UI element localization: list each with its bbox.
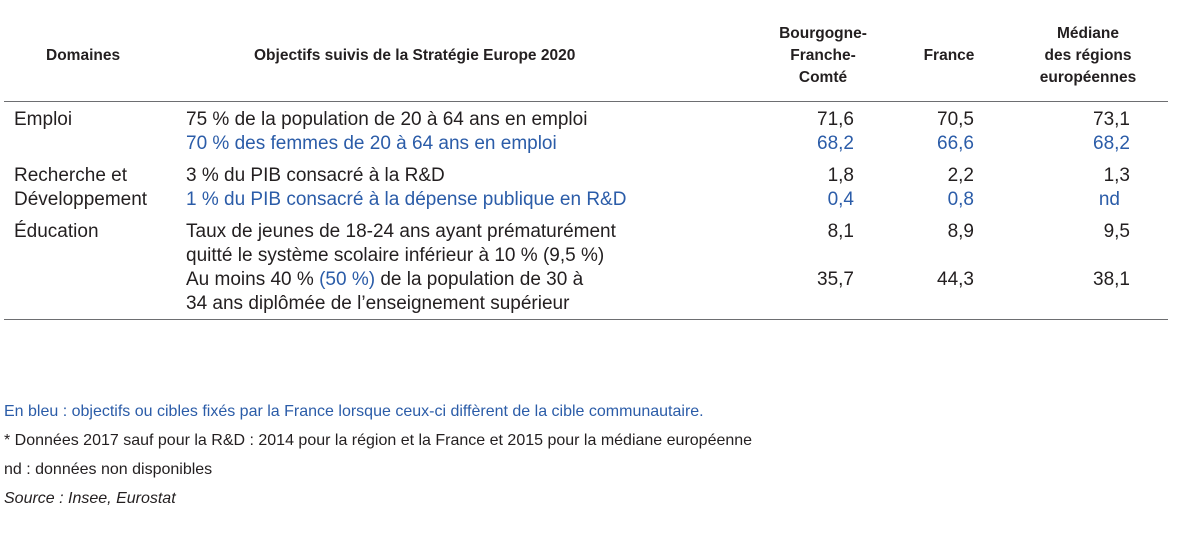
value-education-2-bfc: 35,7 <box>756 268 890 320</box>
objective-emploi-1: 75 % de la population de 20 à 64 ans en … <box>186 109 588 130</box>
table-row-recherche-1: Recherche et 3 % du PIB consacré à la R&… <box>4 156 1168 188</box>
objective-education-2-part-c: de la population de 30 à <box>375 269 584 290</box>
note-source: Source : Insee, Eurostat <box>4 490 176 507</box>
header-mediane-line-3: européennes <box>1039 68 1137 86</box>
value-emploi-1-france: 70,5 <box>937 109 974 130</box>
value-emploi-1-median: 73,1 <box>1093 109 1130 130</box>
value-recherche-2-median: nd <box>1098 189 1120 210</box>
header-france: France <box>890 10 1008 102</box>
table-header-row: Domaines Objectifs suivis de la Stratégi… <box>4 10 1168 102</box>
objective-education-2-french-target: (50 %) <box>319 269 376 290</box>
header-bfc-line-1: Bourgogne- <box>779 24 867 42</box>
value-emploi-1-bfc: 71,6 <box>817 109 854 130</box>
domain-emploi: Emploi <box>14 109 73 130</box>
table-row-emploi-2: 70 % des femmes de 20 à 64 ans en emploi… <box>4 132 1168 156</box>
value-recherche-2-bfc: 0,4 <box>827 189 854 210</box>
table-row-emploi-1: Emploi 75 % de la population de 20 à 64 … <box>4 102 1168 133</box>
header-mediane-line-1: Médiane <box>1056 24 1119 42</box>
value-education-2-france: 44,3 <box>890 268 1008 320</box>
table-row-recherche-2: Développement 1 % du PIB consacré à la d… <box>4 188 1168 212</box>
note-nd: nd : données non disponibles <box>4 461 213 478</box>
table-row-education-2: Au moins 40 % (50 %) de la population de… <box>4 268 1168 320</box>
objective-recherche-2: 1 % du PIB consacré à la dépense publiqu… <box>186 189 627 210</box>
value-education-1-median: 9,5 <box>1103 221 1130 242</box>
header-bfc-line-3: Comté <box>798 68 848 86</box>
value-recherche-1-bfc: 1,8 <box>827 165 854 186</box>
header-bourgogne-franche-comte: Bourgogne- Franche- Comté <box>756 10 890 102</box>
header-mediane-line-2: des régions <box>1044 46 1132 64</box>
domain-recherche-line-1: Recherche et <box>14 165 128 186</box>
objective-education-2: Au moins 40 % (50 %) de la population de… <box>186 268 756 320</box>
value-education-2-median: 38,1 <box>1008 268 1168 320</box>
header-objectifs: Objectifs suivis de la Stratégie Europe … <box>186 10 756 102</box>
header-bfc-line-2: Franche- <box>790 46 856 64</box>
header-mediane: Médiane des régions européennes <box>1008 10 1168 102</box>
domain-recherche-line-2: Développement <box>14 189 148 210</box>
objective-education-2-part-a: Au moins 40 % <box>186 269 320 290</box>
value-emploi-2-median: 68,2 <box>1093 133 1130 154</box>
value-education-1-france: 8,9 <box>947 221 974 242</box>
header-domaines: Domaines <box>4 10 186 102</box>
value-recherche-2-france: 0,8 <box>947 189 974 210</box>
objective-education-1: Taux de jeunes de 18-24 ans ayant prémat… <box>186 212 756 268</box>
table-row-education-1: Éducation Taux de jeunes de 18-24 ans ay… <box>4 212 1168 268</box>
objective-emploi-2: 70 % des femmes de 20 à 64 ans en emploi <box>186 133 557 154</box>
europe-2020-objectives-table: Domaines Objectifs suivis de la Stratégi… <box>4 10 1168 320</box>
domain-education: Éducation <box>14 221 99 242</box>
value-recherche-1-median: 1,3 <box>1103 165 1130 186</box>
objective-education-1-line-2: quitté le système scolaire inférieur à 1… <box>186 245 605 266</box>
objective-education-2-line-2: 34 ans diplômée de l’enseignement supéri… <box>186 293 570 314</box>
value-recherche-1-france: 2,2 <box>947 165 974 186</box>
objective-education-2-line-1: Au moins 40 % (50 %) de la population de… <box>186 268 756 292</box>
value-emploi-2-bfc: 68,2 <box>817 133 854 154</box>
objective-recherche-1: 3 % du PIB consacré à la R&D <box>186 165 445 186</box>
objective-education-1-line-1: Taux de jeunes de 18-24 ans ayant prémat… <box>186 221 616 242</box>
note-blue-legend: En bleu : objectifs ou cibles fixés par … <box>4 403 704 420</box>
value-education-1-bfc: 8,1 <box>827 221 854 242</box>
table-notes: En bleu : objectifs ou cibles fixés par … <box>4 397 752 513</box>
note-data-years: * Données 2017 sauf pour la R&D : 2014 p… <box>4 432 753 449</box>
value-emploi-2-france: 66,6 <box>937 133 974 154</box>
